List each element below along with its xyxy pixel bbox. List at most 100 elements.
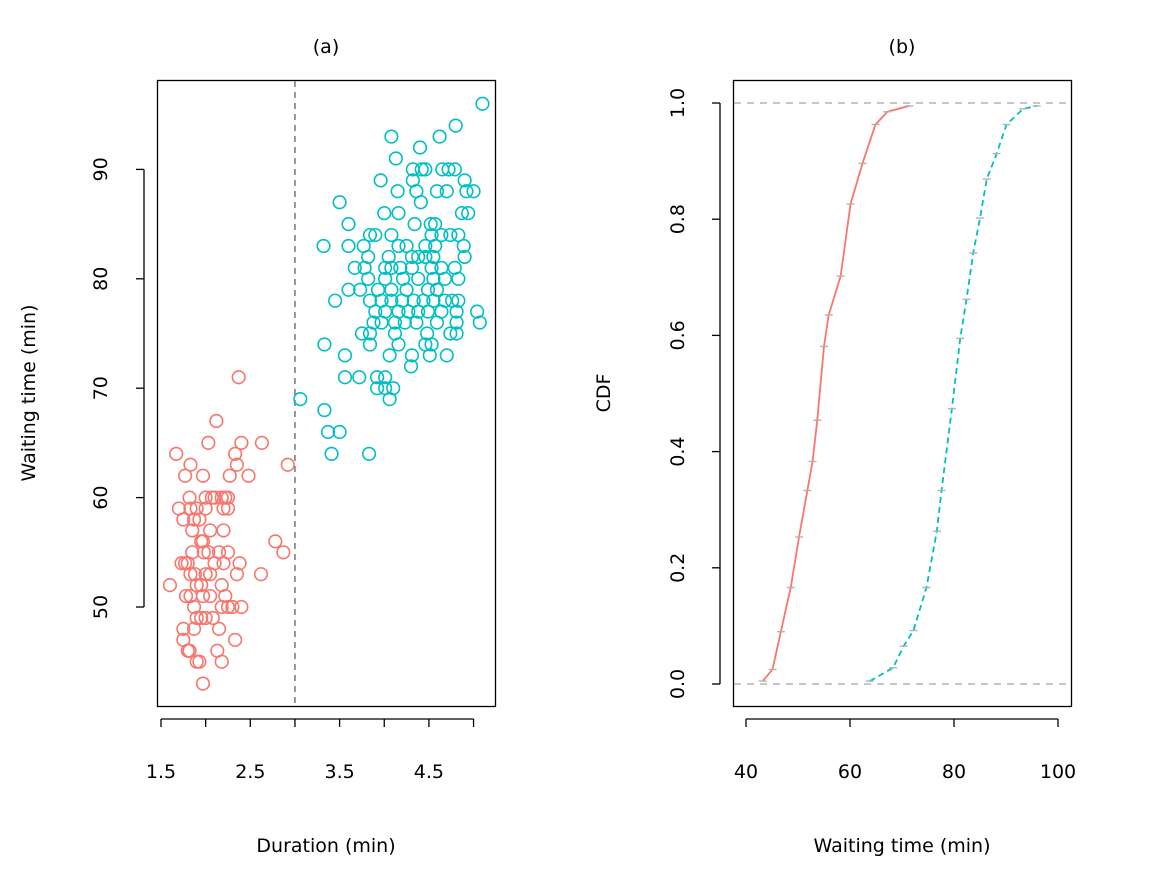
panel-b-plot-box <box>732 79 1073 708</box>
long-eruption-point <box>451 293 466 308</box>
long-eruption-point <box>387 315 403 330</box>
long-eruption-point <box>447 162 462 177</box>
long-eruption-point <box>397 315 412 330</box>
short-eruption-point <box>186 621 202 636</box>
long-eruption-point <box>412 140 428 155</box>
short-eruption-point <box>182 643 197 658</box>
long-eruption-point <box>361 446 377 461</box>
short-eruption-point <box>203 588 218 604</box>
long-eruption-point <box>390 184 405 199</box>
long-eruption-point <box>317 402 332 418</box>
long-eruption-point <box>449 326 464 341</box>
long-eruption-point <box>420 304 436 319</box>
long-eruption-point <box>337 370 353 385</box>
short-eruption-point <box>216 501 231 516</box>
panel-b-y-tick-label: 0.2 <box>667 553 689 583</box>
short-eruption-point <box>241 468 256 483</box>
short-eruption-point <box>180 556 195 571</box>
long-eruption-point <box>456 238 471 254</box>
panel-a-x-tick-label: 2.5 <box>235 761 265 783</box>
short-eruption-point <box>178 588 194 604</box>
panel-b-x-tick-label: 60 <box>838 761 862 783</box>
short-eruption-point <box>229 567 245 582</box>
long-eruption-point <box>384 227 399 243</box>
long-eruption-point <box>320 424 336 440</box>
panel-a-y-tick-label: 60 <box>90 486 112 510</box>
cdf-line-short <box>761 105 910 682</box>
long-eruption-point <box>418 249 433 265</box>
panel-b-y-tick-label: 0.0 <box>667 669 689 699</box>
panel-b-plot: 40 60 80 100 0.0 0.2 0.4 0.6 0.8 1.0 <box>667 88 1076 783</box>
long-eruption-point <box>439 184 454 199</box>
long-eruption-point <box>391 238 406 254</box>
long-eruption-point <box>434 227 449 243</box>
long-eruption-point <box>332 195 347 210</box>
short-eruption-point <box>216 556 231 571</box>
long-eruption-point <box>353 282 368 297</box>
long-eruption-point <box>362 337 378 352</box>
panel-a-y-tick-label: 50 <box>90 595 112 619</box>
long-eruption-point <box>352 370 367 385</box>
panel-a-plot: 1.5 2.5 3.5 4.5 50 60 70 80 90 <box>90 81 490 783</box>
short-eruption-point <box>176 621 191 636</box>
long-eruption-point <box>422 348 437 363</box>
panel-a-x-tick-label: 4.5 <box>414 761 444 783</box>
long-eruption-point <box>361 271 376 286</box>
short-eruption-point <box>254 435 270 451</box>
short-eruption-point <box>276 545 291 560</box>
short-eruption-point <box>201 545 216 560</box>
panel-b-y-tick-label: 0.6 <box>667 320 689 350</box>
short-eruption-point <box>214 654 229 669</box>
long-eruption-point <box>407 217 422 232</box>
long-eruption-point <box>403 359 419 374</box>
long-eruption-point <box>404 260 420 275</box>
short-eruption-point <box>205 610 220 626</box>
panel-b-title: (b) <box>889 36 916 58</box>
long-eruption-point <box>378 260 393 275</box>
long-eruption-point <box>457 173 472 188</box>
short-eruption-point <box>185 523 200 538</box>
short-eruption-point <box>187 567 203 582</box>
short-eruption-point <box>222 468 237 483</box>
panel-a-title: (a) <box>313 36 339 58</box>
long-eruption-point <box>470 304 485 319</box>
short-eruption-point <box>189 578 204 593</box>
short-eruption-point <box>198 610 213 626</box>
short-eruption-point <box>203 567 218 582</box>
long-eruption-point <box>378 271 393 286</box>
long-eruption-point <box>423 217 438 232</box>
long-eruption-point <box>429 315 445 330</box>
short-eruption-point <box>189 610 204 626</box>
short-eruption-point <box>183 567 198 582</box>
short-eruption-point <box>232 556 247 571</box>
short-eruption-point <box>231 370 246 385</box>
short-eruption-point <box>194 610 209 626</box>
short-eruption-point <box>229 457 245 472</box>
long-eruption-point <box>382 392 397 407</box>
long-eruption-point <box>457 249 472 265</box>
short-eruption-point <box>176 512 191 527</box>
panel-a-y-tick-label: 90 <box>90 157 112 181</box>
long-eruption-point <box>437 271 453 286</box>
long-eruption-point <box>449 304 464 319</box>
long-eruption-point <box>391 337 406 352</box>
long-eruption-point <box>337 348 353 363</box>
short-eruption-point <box>194 578 209 593</box>
short-eruption-point <box>198 501 213 516</box>
long-eruption-point <box>439 348 454 363</box>
panel-b-x-tick-label: 80 <box>942 761 966 783</box>
long-eruption-point <box>426 249 441 265</box>
long-eruption-point <box>384 260 399 275</box>
panel-b-y-tick-label: 0.4 <box>667 436 689 466</box>
long-eruption-point <box>378 370 393 385</box>
short-eruption-point <box>268 534 283 549</box>
short-eruption-point <box>209 413 224 429</box>
panel-b-y-tick-label: 0.8 <box>667 204 689 234</box>
long-eruption-point <box>428 238 443 254</box>
long-eruption-point <box>391 206 406 221</box>
long-eruption-point <box>475 96 490 111</box>
long-eruption-point <box>411 249 426 265</box>
short-eruption-point <box>182 490 197 505</box>
short-eruption-point <box>192 654 207 669</box>
